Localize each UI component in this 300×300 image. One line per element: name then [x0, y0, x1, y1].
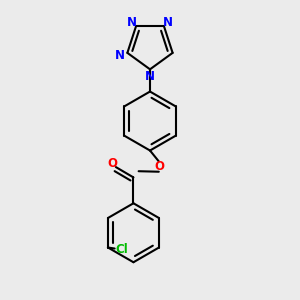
Text: N: N	[127, 16, 137, 29]
Text: N: N	[115, 49, 125, 62]
Text: Cl: Cl	[115, 243, 128, 256]
Text: N: N	[145, 70, 155, 83]
Text: O: O	[108, 158, 118, 170]
Text: N: N	[163, 16, 173, 29]
Text: O: O	[154, 160, 164, 173]
